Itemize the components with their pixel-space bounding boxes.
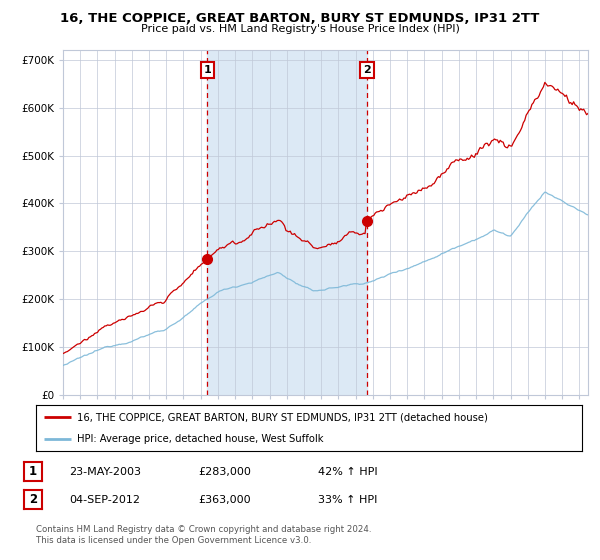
Text: £283,000: £283,000: [198, 466, 251, 477]
Text: 16, THE COPPICE, GREAT BARTON, BURY ST EDMUNDS, IP31 2TT (detached house): 16, THE COPPICE, GREAT BARTON, BURY ST E…: [77, 412, 488, 422]
Text: £363,000: £363,000: [198, 494, 251, 505]
Text: 2: 2: [363, 65, 371, 74]
Bar: [207, 50, 367, 395]
Text: HPI: Average price, detached house, West Suffolk: HPI: Average price, detached house, West…: [77, 435, 323, 444]
Text: 42% ↑ HPI: 42% ↑ HPI: [318, 466, 377, 477]
Text: Contains HM Land Registry data © Crown copyright and database right 2024.
This d: Contains HM Land Registry data © Crown c…: [36, 525, 371, 545]
Text: 23-MAY-2003: 23-MAY-2003: [69, 466, 141, 477]
Text: 04-SEP-2012: 04-SEP-2012: [69, 494, 140, 505]
Text: 1: 1: [203, 65, 211, 74]
Text: 33% ↑ HPI: 33% ↑ HPI: [318, 494, 377, 505]
Text: 1: 1: [29, 465, 37, 478]
Text: Price paid vs. HM Land Registry's House Price Index (HPI): Price paid vs. HM Land Registry's House …: [140, 24, 460, 34]
Text: 16, THE COPPICE, GREAT BARTON, BURY ST EDMUNDS, IP31 2TT: 16, THE COPPICE, GREAT BARTON, BURY ST E…: [61, 12, 539, 25]
Text: 2: 2: [29, 493, 37, 506]
